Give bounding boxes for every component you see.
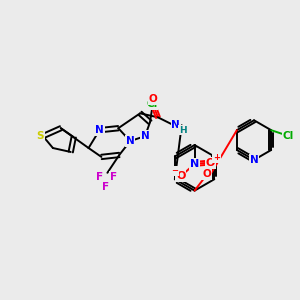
Text: O: O (202, 169, 211, 179)
Text: N: N (171, 120, 180, 130)
Text: N: N (95, 125, 104, 135)
Text: S: S (36, 131, 44, 141)
Text: F: F (96, 172, 103, 182)
Text: O: O (176, 171, 185, 181)
Text: O: O (148, 94, 157, 104)
Text: +: + (213, 153, 220, 162)
Text: Cl: Cl (282, 131, 294, 141)
Text: F: F (110, 172, 117, 182)
Text: F: F (102, 182, 109, 192)
Text: −: − (171, 166, 178, 175)
Text: N: N (141, 131, 149, 141)
Text: N: N (190, 159, 199, 169)
Text: N: N (250, 155, 258, 165)
Text: N: N (126, 136, 135, 146)
Text: O: O (206, 158, 215, 168)
Text: Cl: Cl (146, 99, 158, 110)
Text: H: H (179, 126, 187, 135)
